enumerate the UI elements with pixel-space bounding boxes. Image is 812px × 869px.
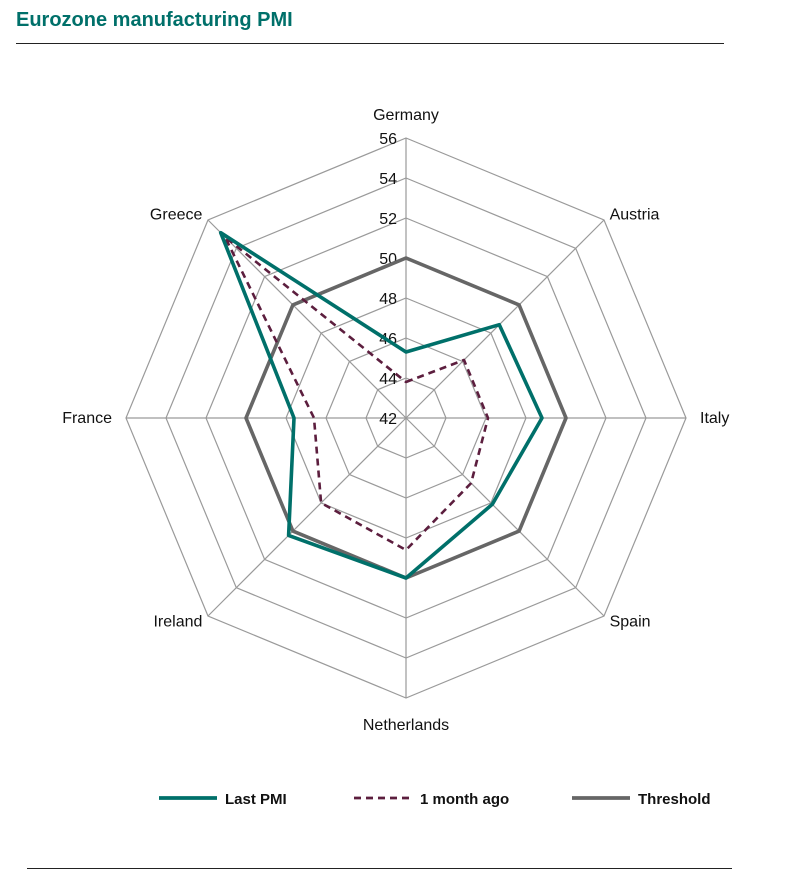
category-label-italy: Italy: [700, 410, 729, 427]
legend-label-last-pmi: Last PMI: [225, 791, 287, 808]
category-label-austria: Austria: [610, 206, 660, 223]
category-label-germany: Germany: [373, 107, 439, 124]
category-label-netherlands: Netherlands: [363, 717, 449, 734]
category-label-ireland: Ireland: [153, 614, 202, 631]
spoke-spain: [405, 417, 605, 617]
tick-label-52: 52: [379, 211, 397, 228]
tick-label-54: 54: [379, 171, 397, 188]
category-label-spain: Spain: [610, 614, 651, 631]
series-1-month-ago: [223, 235, 490, 552]
category-label-france: France: [62, 410, 112, 427]
spoke-austria: [405, 219, 605, 419]
tick-label-56: 56: [379, 131, 397, 148]
title-divider: [16, 43, 724, 44]
series-last-pmi: [218, 230, 544, 580]
tick-label-42: 42: [379, 411, 397, 428]
category-labels: Germany Austria Italy Spain Netherlands Irela…: [62, 107, 729, 734]
legend-label-threshold: Threshold: [638, 791, 711, 808]
spoke-greece: [207, 219, 407, 419]
data-series: [218, 230, 568, 580]
tick-label-48: 48: [379, 291, 397, 308]
legend-label-1-month-ago: 1 month ago: [420, 791, 509, 808]
chart-title: Eurozone manufacturing PMI: [16, 9, 293, 31]
tick-label-44: 44: [379, 371, 397, 388]
category-label-greece: Greece: [150, 206, 203, 223]
radar-spokes: [126, 138, 686, 698]
legend: Last PMI 1 month ago Threshold: [159, 791, 711, 808]
spoke-ireland: [207, 417, 407, 617]
